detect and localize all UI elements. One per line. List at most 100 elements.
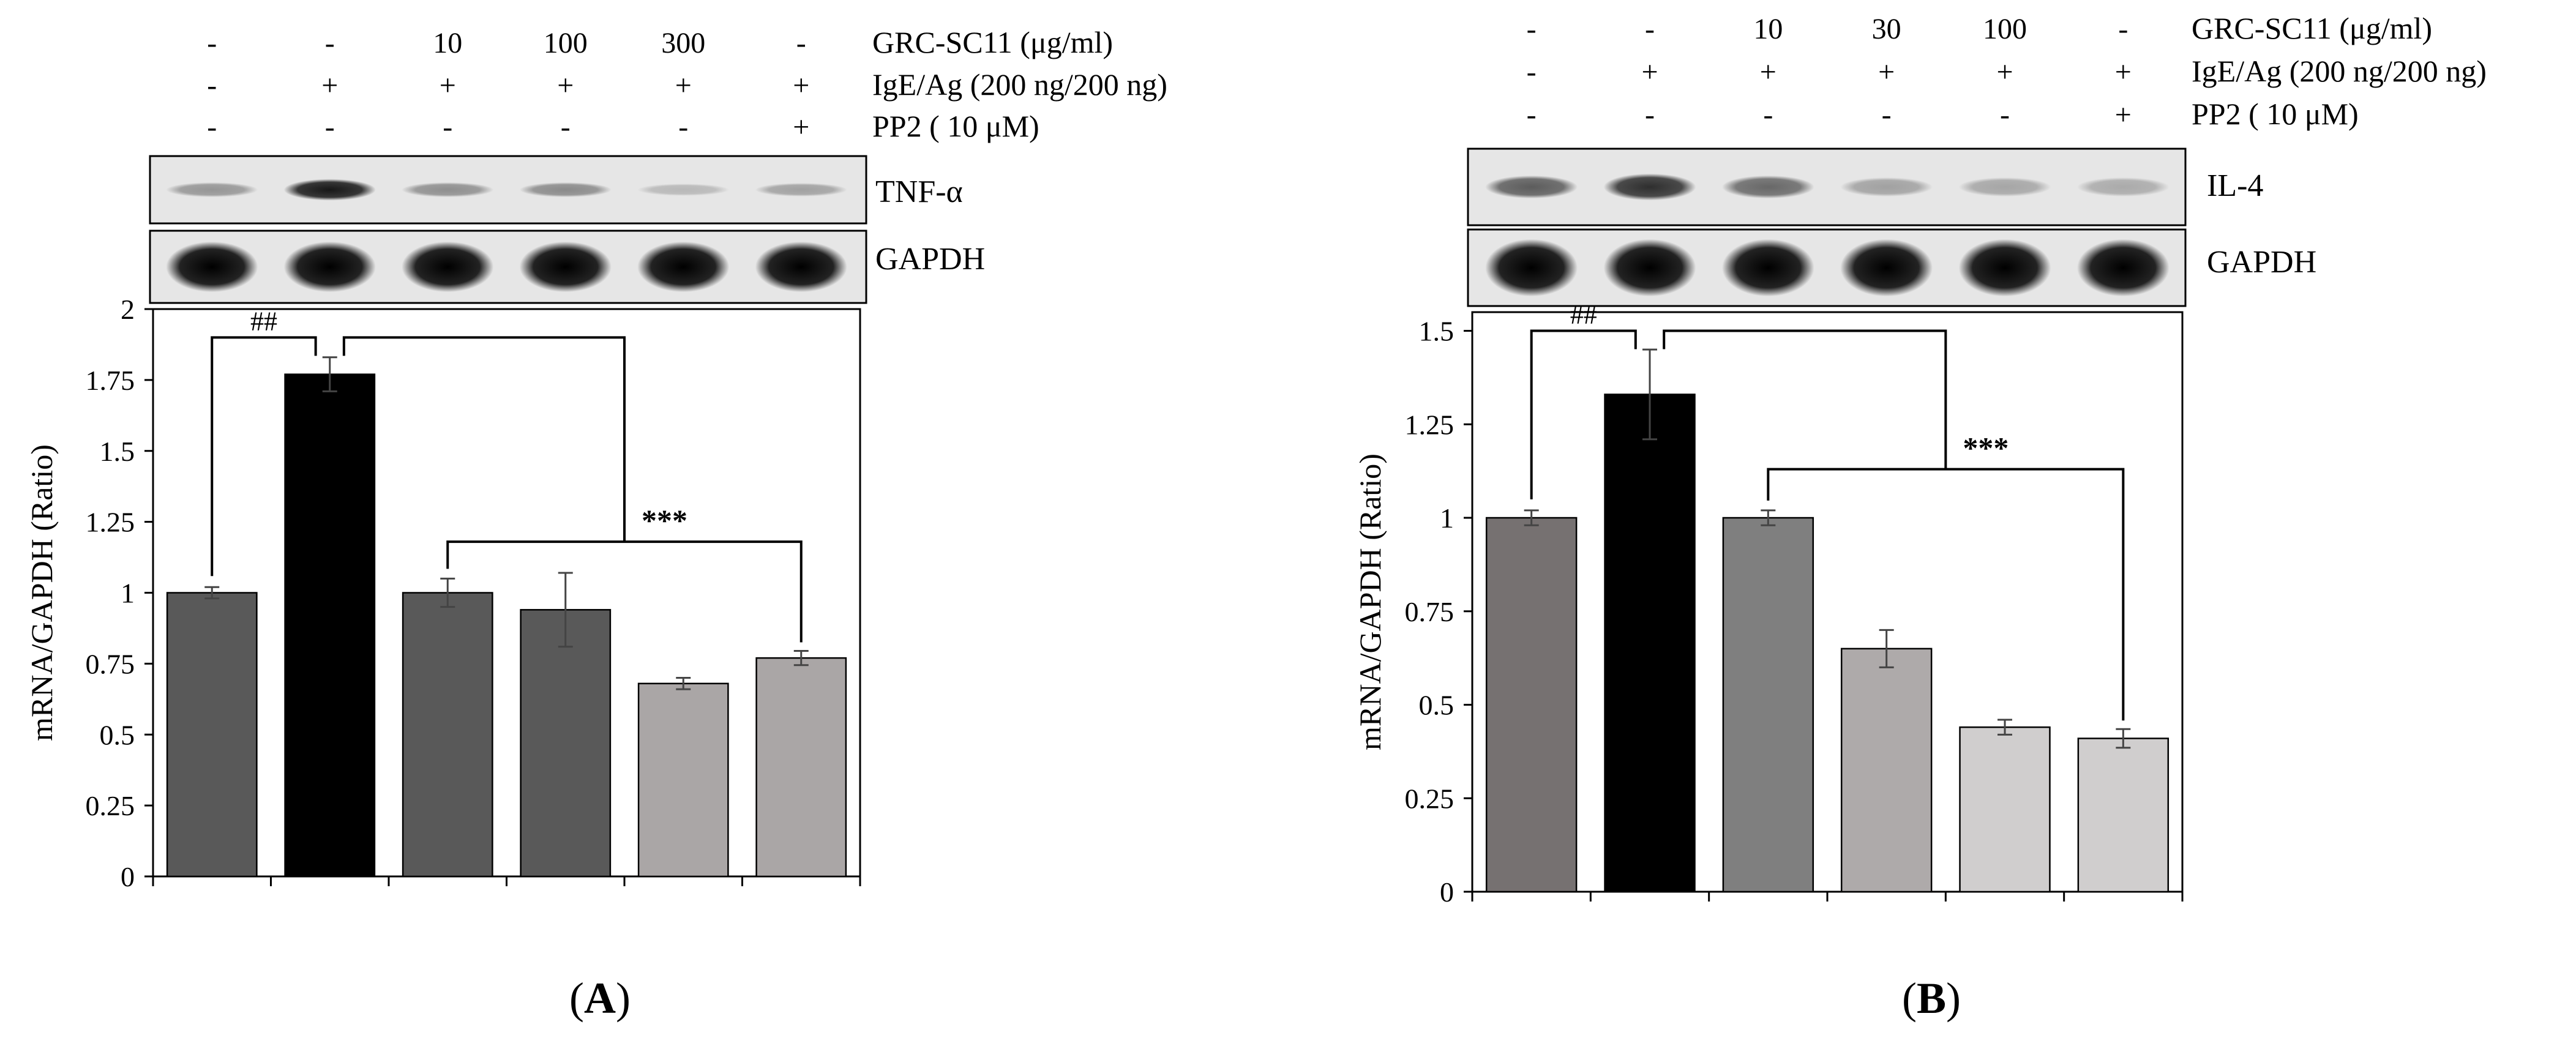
condition-value: + <box>1641 56 1658 88</box>
panel-b: - -10 30 100- GRC-SC11 (μg/ml)- + + + + + IgE/Ag (… <box>1353 11 2487 1023</box>
condition-label: IgE/Ag (200 ng/200 ng) <box>872 67 1167 102</box>
panel-a: - -10 100 300- GRC-SC11 (μg/ml)- + + + + + IgE/Ag … <box>24 25 1167 1023</box>
error-bar <box>793 650 809 666</box>
panel-a-plot: 0 0.25 0.5 0.75 1 1.25 1.5 1.75 2 ## *** mRNA/GAPDH… <box>24 294 861 892</box>
condition-value: - <box>2118 13 2128 45</box>
panel-b-blots: IL-4 GAPDH <box>1467 147 2316 307</box>
bar <box>1485 517 1578 893</box>
blot-band <box>1485 175 1578 199</box>
blot-label: IL-4 <box>2207 168 2263 203</box>
bar <box>2077 737 2170 893</box>
panel-b-label: (B) <box>1902 974 1961 1023</box>
condition-value: - <box>325 27 335 59</box>
y-tick-label: 1.25 <box>1405 409 1455 440</box>
condition-value: + <box>440 69 456 102</box>
condition-value: - <box>207 27 217 59</box>
condition-value: - <box>678 111 688 143</box>
blot-band <box>755 183 847 196</box>
blot-band <box>1840 239 1933 297</box>
y-axis-label: mRNA/GAPDH (Ratio) <box>24 444 59 741</box>
y-axis-label: mRNA/GAPDH (Ratio) <box>1353 454 1387 750</box>
blot-frame <box>1467 228 2187 307</box>
blot-band <box>637 184 730 196</box>
error-bar <box>1642 348 1657 441</box>
condition-value: + <box>557 69 574 102</box>
bar <box>1722 517 1814 893</box>
blot-label: TNF-α <box>875 174 963 209</box>
y-tick-label: 1.75 <box>86 365 135 396</box>
error-bar <box>1761 509 1776 526</box>
blot-band <box>283 179 376 201</box>
condition-value: - <box>443 111 452 143</box>
y-tick-label: 0.5 <box>100 719 135 750</box>
y-tick-label: 1.5 <box>100 436 135 467</box>
blot-band <box>1603 239 1696 297</box>
blot-frame <box>1467 147 2187 226</box>
blot-band <box>1721 239 1814 297</box>
condition-value: - <box>1527 13 1537 45</box>
blot-band <box>637 241 730 293</box>
condition-value: - <box>207 111 217 143</box>
blot-band <box>2076 177 2170 197</box>
significance-bracket <box>1530 329 1637 499</box>
condition-value: 10 <box>1753 13 1783 45</box>
y-tick-label: 0 <box>121 861 135 892</box>
y-tick-label: 0.25 <box>1405 783 1455 814</box>
bar <box>284 373 376 878</box>
condition-value: + <box>675 69 692 102</box>
condition-label: PP2 ( 10 μM) <box>872 109 1039 143</box>
bar <box>1840 648 1933 893</box>
condition-value: - <box>1527 56 1537 88</box>
condition-value: - <box>796 27 806 59</box>
panel-b-plot: 0 0.25 0.5 0.75 1 1.25 1.5 ## *** mRNA/GAPDH (Rat… <box>1353 300 2184 908</box>
y-tick-label: 0.5 <box>1419 690 1455 721</box>
significance-label: ## <box>1570 300 1597 330</box>
condition-label: GRC-SC11 (μg/ml) <box>872 25 1113 59</box>
condition-value: + <box>321 69 338 102</box>
condition-value: - <box>2000 99 2010 131</box>
condition-value: + <box>2115 99 2132 131</box>
blot-label: GAPDH <box>875 242 985 277</box>
blot-band <box>1485 239 1578 297</box>
bar <box>520 609 612 878</box>
y-tick-label: 1 <box>121 578 135 609</box>
condition-value: - <box>1645 13 1655 45</box>
condition-value: - <box>1527 99 1537 131</box>
blot-label: GAPDH <box>2207 245 2316 280</box>
blot-band <box>519 241 612 293</box>
panel-b-conditions: - - 10 30 100 - GRC-SC11 (μg/ml) - + + + + + IgE/Ag (… <box>1527 11 2487 131</box>
error-bar <box>204 586 220 600</box>
error-bar <box>676 677 691 690</box>
condition-value: 100 <box>544 27 588 59</box>
condition-label: PP2 ( 10 μM) <box>2192 97 2359 131</box>
y-tick-label: 2 <box>121 294 135 325</box>
bar <box>1604 394 1696 893</box>
condition-value: - <box>1763 99 1773 131</box>
bar <box>755 657 847 878</box>
condition-value: 100 <box>1983 13 2027 45</box>
blot-frame <box>149 230 867 304</box>
panel-a-label: (A) <box>569 974 631 1023</box>
blot-band <box>402 241 494 293</box>
condition-value: - <box>1882 99 1892 131</box>
blot-band <box>166 182 258 198</box>
panel-a-blots: TNF-α GAPDH <box>149 155 985 304</box>
y-tick-label: 0.75 <box>86 648 135 679</box>
y-tick-label: 0 <box>1440 876 1454 908</box>
blot-band <box>1603 173 1696 201</box>
condition-label: IgE/Ag (200 ng/200 ng) <box>2192 54 2487 88</box>
y-tick-label: 1 <box>1440 502 1454 534</box>
y-tick-label: 1.25 <box>86 507 135 538</box>
error-bar <box>1998 719 2012 736</box>
y-tick-label: 1.5 <box>1419 316 1455 347</box>
error-bar <box>558 572 573 648</box>
blot-band <box>402 182 494 198</box>
condition-value: + <box>1996 56 2013 88</box>
error-bar <box>1879 629 1894 668</box>
condition-value: + <box>1760 56 1777 88</box>
condition-value: + <box>793 69 809 102</box>
y-tick-label: 0.25 <box>86 790 135 821</box>
bar <box>637 682 729 878</box>
blot-band <box>755 241 847 293</box>
error-bar <box>2116 728 2131 749</box>
